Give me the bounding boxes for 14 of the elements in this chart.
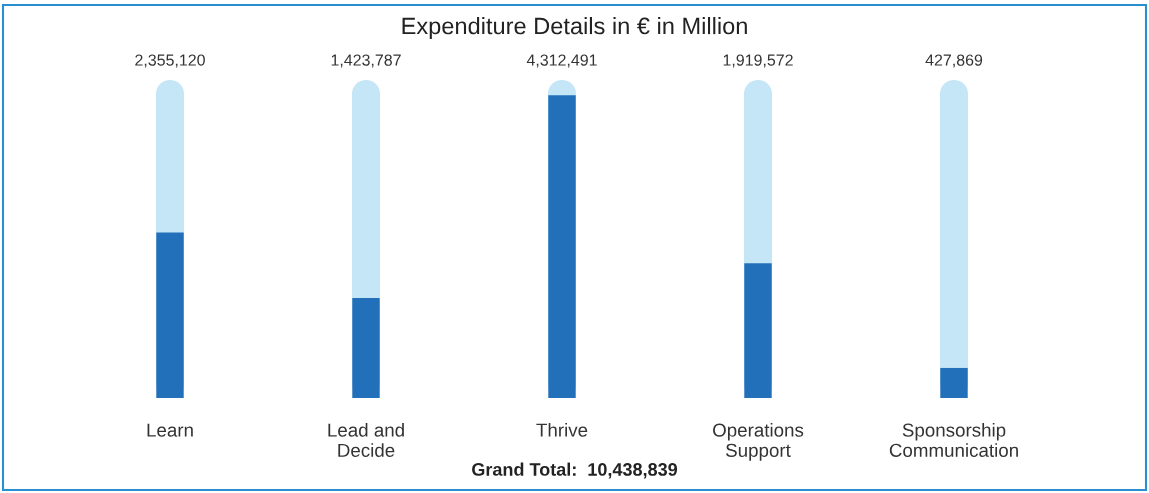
bar bbox=[940, 367, 968, 398]
text: Grand Total: 10,438,839 bbox=[472, 462, 678, 479]
x-tick-label: Lead and Decide bbox=[328, 423, 404, 457]
chart-title: Expenditure Details in € in Million bbox=[402, 17, 747, 40]
x-tick-label: Operations Support bbox=[713, 423, 804, 461]
bar bbox=[352, 298, 380, 398]
x-tick-label: Sponsorship Communication bbox=[889, 423, 1018, 457]
data-label: 4,312,491 bbox=[526, 54, 597, 68]
data-label: 1,423,787 bbox=[331, 54, 401, 68]
x-tick-label: Thrive bbox=[536, 423, 588, 437]
x-tick-label: Learn bbox=[147, 423, 193, 437]
data-label: 1,919,572 bbox=[723, 54, 793, 68]
data-label: 2,355,120 bbox=[135, 54, 205, 68]
data-label: 427,869 bbox=[925, 54, 983, 68]
